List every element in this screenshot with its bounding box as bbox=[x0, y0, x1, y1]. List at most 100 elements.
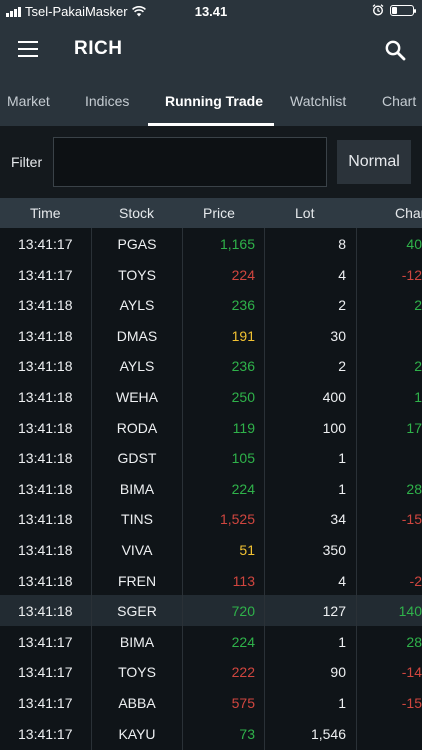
trade-lot: 4 bbox=[338, 572, 346, 589]
price-change: 2 bbox=[414, 358, 422, 375]
trade-price: 720 bbox=[231, 603, 255, 620]
trade-price: 224 bbox=[231, 633, 255, 650]
trade-lot: 30 bbox=[330, 327, 346, 344]
trade-price: 113 bbox=[232, 572, 255, 589]
trade-price: 105 bbox=[231, 450, 255, 467]
running-trade-table: 13:41:17 PGAS 1,165 8 40 13:41:17 TOYS 224 4 -12 1… bbox=[0, 228, 422, 750]
stock-code: VIVA bbox=[121, 541, 153, 558]
column-header-stock[interactable]: Stock bbox=[119, 205, 155, 221]
table-row[interactable]: 13:41:18 WEHA 250 400 1 bbox=[0, 381, 422, 412]
trade-lot: 1 bbox=[338, 480, 346, 497]
table-row[interactable]: 13:41:18 FREN 113 4 -2 bbox=[0, 565, 422, 596]
stock-code: AYLS bbox=[119, 358, 155, 375]
trade-lot: 1 bbox=[338, 694, 346, 711]
trade-lot: 1,546 bbox=[310, 725, 346, 742]
trade-price: 1,165 bbox=[219, 236, 255, 252]
tab-watchlist[interactable]: Watchlist bbox=[290, 93, 347, 109]
trade-price: 222 bbox=[231, 664, 255, 681]
mode-button[interactable]: Normal bbox=[337, 140, 411, 184]
stock-code: RODA bbox=[116, 419, 158, 436]
price-change: 40 bbox=[406, 236, 422, 252]
table-row[interactable]: 13:41:18 TINS 1,525 34 -15 bbox=[0, 503, 422, 534]
tab-chart[interactable]: Chart bbox=[382, 93, 417, 109]
stock-code: ABBA bbox=[118, 694, 156, 711]
column-header-change[interactable]: Change bbox=[395, 205, 422, 221]
table-row[interactable]: 13:41:17 BIMA 224 1 28 bbox=[0, 626, 422, 657]
menu-icon[interactable] bbox=[18, 41, 38, 57]
price-change: -15 bbox=[401, 511, 422, 528]
trade-lot: 34 bbox=[330, 511, 346, 528]
price-change: 17 bbox=[406, 419, 422, 436]
trade-lot: 350 bbox=[322, 541, 346, 558]
table-row[interactable]: 13:41:18 VIVA 51 350 bbox=[0, 534, 422, 565]
trade-price: 1,525 bbox=[219, 511, 255, 528]
column-divider bbox=[182, 228, 183, 750]
trade-time: 13:41:18 bbox=[18, 511, 73, 528]
trade-price: 250 bbox=[231, 388, 255, 405]
table-row[interactable]: 13:41:18 RODA 119 100 17 bbox=[0, 412, 422, 443]
trade-time: 13:41:18 bbox=[18, 450, 73, 467]
table-row[interactable]: 13:41:18 BIMA 224 1 28 bbox=[0, 473, 422, 504]
filter-bar: Filter Normal bbox=[0, 126, 422, 198]
tab-running-trade[interactable]: Running Trade bbox=[165, 93, 263, 109]
alarm-icon bbox=[372, 4, 384, 16]
trade-price: 224 bbox=[231, 480, 255, 497]
trade-lot: 400 bbox=[322, 388, 346, 405]
stock-code: GDST bbox=[117, 450, 157, 467]
stock-code: TOYS bbox=[118, 664, 156, 681]
stock-code: TOYS bbox=[118, 266, 156, 283]
table-row[interactable]: 13:41:17 TOYS 222 90 -14 bbox=[0, 656, 422, 687]
signal-icon bbox=[6, 6, 21, 17]
trade-price: 236 bbox=[231, 297, 255, 314]
trade-time: 13:41:18 bbox=[18, 297, 73, 314]
table-row[interactable]: 13:41:18 AYLS 236 2 2 bbox=[0, 289, 422, 320]
trade-lot: 1 bbox=[338, 633, 346, 650]
column-header-lot[interactable]: Lot bbox=[295, 205, 315, 221]
filter-label: Filter bbox=[11, 154, 43, 170]
table-row[interactable]: 13:41:18 DMAS 191 30 bbox=[0, 320, 422, 351]
trade-time: 13:41:18 bbox=[18, 603, 73, 620]
status-bar: Tsel-PakaiMasker 13.41 bbox=[0, 0, 422, 24]
search-icon[interactable] bbox=[384, 39, 406, 61]
stock-code: AYLS bbox=[119, 297, 155, 314]
trade-time: 13:41:18 bbox=[18, 480, 73, 497]
trade-time: 13:41:18 bbox=[18, 388, 73, 405]
carrier-name: Tsel-PakaiMasker bbox=[25, 4, 128, 19]
trade-price: 73 bbox=[239, 725, 255, 742]
trade-price: 51 bbox=[239, 541, 255, 558]
tab-indices[interactable]: Indices bbox=[85, 93, 130, 109]
table-row[interactable]: 13:41:18 GDST 105 1 bbox=[0, 442, 422, 473]
trade-time: 13:41:17 bbox=[18, 633, 73, 650]
filter-input[interactable] bbox=[53, 137, 327, 187]
trade-time: 13:41:17 bbox=[18, 664, 73, 681]
table-row[interactable]: 13:41:17 ABBA 575 1 -15 bbox=[0, 687, 422, 718]
table-header: Time Stock Price Lot Change bbox=[0, 198, 422, 228]
column-divider bbox=[356, 228, 357, 750]
trade-lot: 2 bbox=[338, 297, 346, 314]
stock-code: TINS bbox=[121, 511, 153, 528]
trade-lot: 8 bbox=[338, 236, 346, 252]
trade-lot: 4 bbox=[338, 266, 346, 283]
trade-time: 13:41:18 bbox=[18, 541, 73, 558]
price-change: 28 bbox=[406, 480, 422, 497]
stock-code: FREN bbox=[117, 572, 157, 589]
stock-code: KAYU bbox=[118, 725, 156, 742]
column-header-time[interactable]: Time bbox=[30, 205, 61, 221]
table-row[interactable]: 13:41:17 TOYS 224 4 -12 bbox=[0, 259, 422, 290]
status-time: 13.41 bbox=[194, 4, 228, 19]
trade-time: 13:41:17 bbox=[18, 266, 73, 283]
status-right bbox=[372, 4, 416, 16]
trade-time: 13:41:18 bbox=[18, 419, 73, 436]
status-left: Tsel-PakaiMasker bbox=[6, 4, 146, 19]
table-row[interactable]: 13:41:17 PGAS 1,165 8 40 bbox=[0, 228, 422, 259]
stock-code: SGER bbox=[117, 603, 157, 620]
table-row[interactable]: 13:41:17 KAYU 73 1,546 bbox=[0, 718, 422, 749]
table-row[interactable]: 13:41:18 SGER 720 127 140 bbox=[0, 595, 422, 626]
tab-market[interactable]: Market bbox=[7, 93, 50, 109]
table-row[interactable]: 13:41:18 AYLS 236 2 2 bbox=[0, 350, 422, 381]
price-change: -14 bbox=[401, 664, 422, 681]
trade-price: 575 bbox=[231, 694, 255, 711]
trade-lot: 127 bbox=[322, 603, 346, 620]
stock-code: PGAS bbox=[117, 236, 157, 252]
column-header-price[interactable]: Price bbox=[203, 205, 235, 221]
